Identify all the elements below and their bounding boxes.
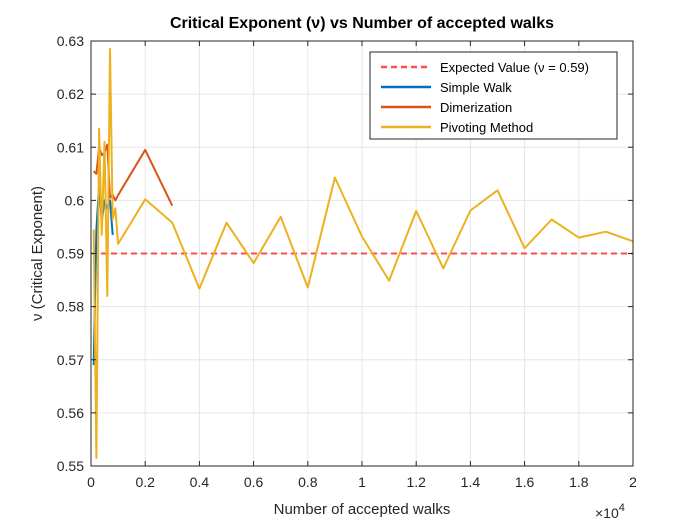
legend-label-simple-walk: Simple Walk	[440, 80, 512, 95]
series-layer	[91, 48, 634, 459]
y-tick-label: 0.57	[57, 352, 84, 368]
x-tick-label: 1.6	[515, 474, 535, 490]
y-tick-label: 0.63	[57, 33, 84, 49]
y-tick-label: 0.59	[57, 246, 84, 262]
x-tick-label: 0.6	[244, 474, 264, 490]
x-axis-multiplier: ×104	[595, 502, 625, 521]
x-axis-label: Number of accepted walks	[274, 501, 451, 518]
x-tick-label: 2	[629, 474, 637, 490]
x-tick-label: 1	[358, 474, 366, 490]
y-tick-label: 0.61	[57, 139, 84, 155]
x-axis-multiplier-exponent: 4	[619, 502, 625, 514]
chart-title: Critical Exponent (ν) vs Number of accep…	[170, 15, 554, 32]
x-tick-label: 0	[87, 474, 95, 490]
x-tick-label: 1.8	[569, 474, 589, 490]
x-tick-label: 1.2	[406, 474, 426, 490]
ticks: 0 0.2 0.4 0.6 0.8 1 1.2 1.4 1.6 1.8 2 0.55 0.56 0.57 0…	[57, 33, 637, 490]
legend-label-pivoting-method: Pivoting Method	[440, 120, 533, 135]
legend-label-expected-value-0-59: Expected Value (ν = 0.59)	[440, 60, 589, 75]
x-axis-multiplier-base: ×10	[595, 505, 619, 521]
y-tick-label: 0.6	[65, 192, 85, 208]
legend-label-dimerization: Dimerization	[440, 100, 512, 115]
y-axis-label: ν (Critical Exponent)	[29, 186, 46, 321]
y-tick-label: 0.62	[57, 86, 84, 102]
x-tick-label: 0.2	[135, 474, 155, 490]
y-tick-label: 0.56	[57, 405, 84, 421]
x-tick-label: 1.4	[461, 474, 481, 490]
series-line-pivoting-method	[92, 48, 634, 459]
y-tick-label: 0.58	[57, 299, 84, 315]
legend: Expected Value (ν = 0.59) Simple Walk Dime…	[369, 51, 618, 140]
x-tick-label: 0.4	[190, 474, 210, 490]
y-tick-label: 0.55	[57, 458, 84, 474]
x-tick-label: 0.8	[298, 474, 318, 490]
